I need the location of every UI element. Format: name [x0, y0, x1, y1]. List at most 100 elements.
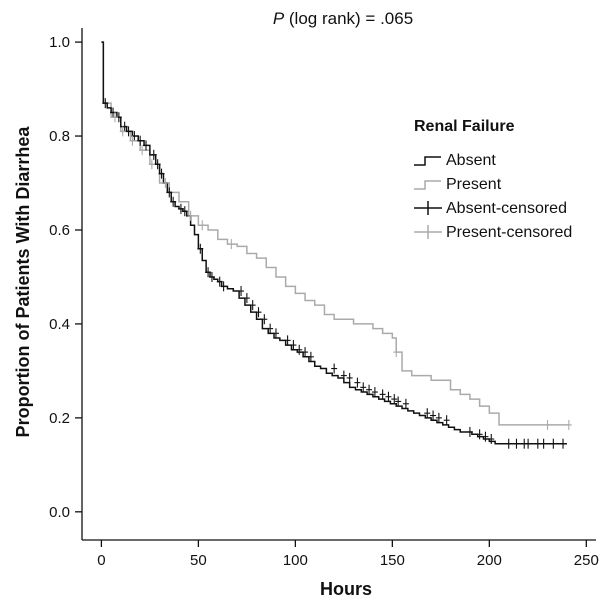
- y-ticks: 0.0 0.2 0.4 0.6 0.8 1.0: [49, 34, 82, 521]
- legend-swatch-absent: [414, 156, 441, 166]
- y-tick-label: 0.0: [49, 504, 70, 521]
- censor-mark-absent-censored: [379, 389, 386, 400]
- censor-mark-absent-censored: [208, 271, 215, 282]
- p-value-annotation: P (log rank) = .065: [273, 9, 413, 28]
- censor-mark-absent-censored: [238, 286, 245, 297]
- censor-mark-absent-censored: [385, 391, 392, 402]
- censor-mark-absent-censored: [154, 159, 161, 170]
- legend-entry-present-censored: Present-censored: [414, 224, 572, 241]
- legend-entry-absent-censored: Absent-censored: [414, 200, 567, 217]
- y-tick-label: 1.0: [49, 34, 70, 51]
- km-curve-absent: [101, 41, 567, 445]
- censor-mark-absent-censored: [166, 187, 173, 198]
- p-value-text: (log rank) = .065: [284, 9, 413, 28]
- censor-mark-absent-censored: [560, 438, 567, 449]
- censor-mark-absent-censored: [243, 293, 250, 304]
- censor-mark-absent-censored: [534, 438, 541, 449]
- legend-swatch-present: [414, 180, 441, 190]
- censor-mark-absent-censored: [424, 408, 431, 419]
- censor-mark-absent-censored: [435, 412, 442, 423]
- legend-label-absent-censored: Absent-censored: [446, 200, 567, 217]
- censor-mark-absent-censored: [476, 429, 483, 440]
- censor-mark-absent-censored: [249, 300, 256, 311]
- censor-mark-absent-censored: [296, 344, 303, 355]
- censor-mark-absent-censored: [331, 363, 338, 374]
- censor-mark-present-censored: [162, 178, 169, 189]
- censor-mark-absent-censored: [540, 438, 547, 449]
- legend-label-present-censored: Present-censored: [446, 224, 572, 241]
- censor-mark-absent-censored: [395, 396, 402, 407]
- x-tick-label: 0: [97, 552, 105, 569]
- legend-entry-absent: Absent: [414, 152, 496, 169]
- censor-mark-absent-censored: [170, 196, 177, 207]
- censor-mark-present-censored: [139, 145, 146, 156]
- censor-mark-present-censored: [129, 135, 136, 146]
- x-tick-label: 250: [574, 552, 599, 569]
- legend: Renal Failure Absent Present Absent-cens…: [414, 118, 572, 241]
- x-tick-label: 150: [380, 552, 405, 569]
- censor-mark-absent-censored: [513, 438, 520, 449]
- x-tick-label: 50: [190, 552, 207, 569]
- y-tick-label: 0.8: [49, 128, 70, 145]
- censor-mark-absent-censored: [371, 387, 378, 398]
- censor-mark-present-censored: [119, 126, 126, 137]
- censor-mark-absent-censored: [205, 267, 212, 278]
- legend-title: Renal Failure: [414, 118, 515, 135]
- plot-area: [101, 41, 572, 449]
- y-tick-label: 0.6: [49, 222, 70, 239]
- censor-mark-absent-censored: [261, 314, 268, 325]
- censor-mark-absent-censored: [360, 382, 367, 393]
- censor-mark-present-censored: [148, 159, 155, 170]
- y-tick-label: 0.2: [49, 410, 70, 427]
- x-ticks: 0 50 100 150 200 250: [97, 540, 599, 569]
- censor-mark-present-censored: [228, 239, 235, 250]
- legend-label-present: Present: [446, 176, 502, 193]
- censor-mark-absent-censored: [272, 328, 279, 339]
- x-axis-title: Hours: [320, 579, 372, 599]
- censor-mark-absent-censored: [443, 415, 450, 426]
- censor-mark-absent-censored: [181, 206, 188, 217]
- y-tick-label: 0.4: [49, 316, 70, 333]
- censor-mark-absent-censored: [143, 140, 150, 151]
- censor-mark-absent-censored: [150, 149, 157, 160]
- censor-mark-absent-censored: [290, 340, 297, 351]
- censor-mark-absent-censored: [525, 438, 532, 449]
- censor-mark-absent-censored: [102, 98, 109, 109]
- censor-mark-present-censored: [565, 419, 572, 430]
- censor-mark-absent-censored: [505, 438, 512, 449]
- censor-mark-present-censored: [199, 220, 206, 231]
- censor-mark-absent-censored: [267, 323, 274, 334]
- censor-mark-absent-censored: [354, 377, 361, 388]
- censor-mark-absent-censored: [158, 168, 165, 179]
- censor-mark-absent-censored: [488, 434, 495, 445]
- legend-entry-present: Present: [414, 176, 502, 193]
- censor-mark-absent-censored: [340, 370, 347, 381]
- y-axis-title: Proportion of Patients With Diarrhea: [13, 126, 33, 438]
- censor-mark-present-censored: [111, 112, 118, 123]
- x-tick-label: 100: [283, 552, 308, 569]
- censor-mark-present-censored: [187, 210, 194, 221]
- censor-mark-absent-censored: [366, 384, 373, 395]
- censor-mark-absent-censored: [482, 431, 489, 442]
- legend-label-absent: Absent: [446, 152, 496, 169]
- censor-mark-absent-censored: [125, 126, 132, 137]
- censor-mark-absent-censored: [391, 394, 398, 405]
- censor-mark-absent-censored: [220, 281, 227, 292]
- censor-mark-absent-censored: [307, 351, 314, 362]
- censor-mark-absent-censored: [402, 398, 409, 409]
- censor-mark-absent-censored: [302, 347, 309, 358]
- censor-mark-absent-censored: [255, 307, 262, 318]
- censor-mark-absent-censored: [466, 426, 473, 437]
- censor-mark-absent-censored: [284, 335, 291, 346]
- censor-mark-present-censored: [544, 419, 551, 430]
- p-value-symbol: P: [273, 9, 285, 28]
- x-tick-label: 200: [477, 552, 502, 569]
- censor-mark-absent-censored: [177, 203, 184, 214]
- censor-mark-absent-censored: [550, 438, 557, 449]
- censor-mark-absent-censored: [346, 372, 353, 383]
- censor-mark-absent-censored: [197, 243, 204, 254]
- censor-mark-present-censored: [393, 347, 400, 358]
- censor-mark-absent-censored: [137, 135, 144, 146]
- censor-mark-absent-censored: [216, 276, 223, 287]
